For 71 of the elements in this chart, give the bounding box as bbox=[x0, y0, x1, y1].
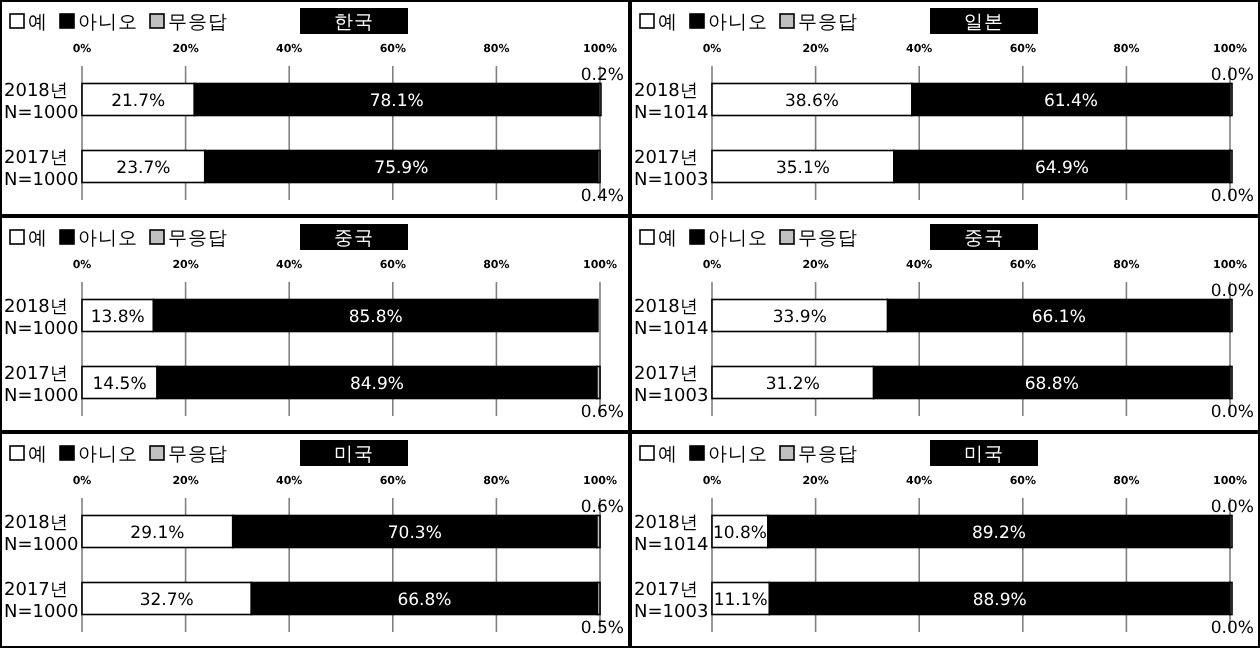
y-tick-label: 2018년 N=1000 bbox=[4, 513, 79, 556]
legend-label: 무응답 bbox=[798, 12, 858, 34]
data-label: 11.1% bbox=[713, 590, 768, 611]
data-label: 23.7% bbox=[116, 158, 171, 179]
data-label: 32.7% bbox=[139, 590, 194, 611]
data-label: 64.9% bbox=[1034, 158, 1089, 179]
y-tick-label: 2018년 N=1014 bbox=[634, 297, 709, 340]
data-label: 33.9% bbox=[772, 307, 827, 328]
legend-label: 예 bbox=[658, 444, 678, 466]
legend-label: 아니오 bbox=[708, 228, 768, 250]
y-tick-label: 2018년 N=1014 bbox=[634, 513, 709, 556]
legend-label: 무응답 bbox=[168, 444, 228, 466]
chart-title: 미국 bbox=[964, 444, 1004, 466]
data-label: 0.6% bbox=[580, 497, 624, 518]
data-label: 0.0% bbox=[1210, 618, 1254, 639]
data-label: 29.1% bbox=[130, 523, 185, 544]
data-label: 13.8% bbox=[90, 307, 145, 328]
y-tick-label: 2018년 N=1000 bbox=[4, 81, 79, 124]
data-label: 89.2% bbox=[971, 523, 1026, 544]
y-tick-label: 2017년 N=1003 bbox=[634, 364, 709, 407]
legend-label: 예 bbox=[658, 12, 678, 34]
data-label: 0.0% bbox=[1210, 281, 1254, 302]
chart-title: 미국 bbox=[334, 444, 374, 466]
chart-title: 한국 bbox=[334, 12, 374, 34]
data-label: 35.1% bbox=[775, 158, 830, 179]
y-tick-label: 2017년 N=1003 bbox=[634, 580, 709, 623]
legend-label: 예 bbox=[28, 12, 48, 34]
legend-label: 예 bbox=[28, 228, 48, 250]
legend-label: 예 bbox=[658, 228, 678, 250]
legend-label: 아니오 bbox=[78, 444, 138, 466]
y-tick-label: 2017년 N=1003 bbox=[634, 148, 709, 191]
data-label: 88.9% bbox=[972, 590, 1027, 611]
data-label: 0.0% bbox=[1210, 497, 1254, 518]
legend-label: 예 bbox=[28, 444, 48, 466]
chart-title: 중국 bbox=[334, 228, 374, 250]
legend-label: 아니오 bbox=[78, 12, 138, 34]
legend-label: 아니오 bbox=[708, 12, 768, 34]
data-label: 0.5% bbox=[580, 618, 624, 639]
data-label: 0.2% bbox=[580, 65, 624, 86]
chart-title: 일본 bbox=[964, 12, 1004, 34]
y-tick-label: 2017년 N=1000 bbox=[4, 148, 79, 191]
y-tick-label: 2017년 N=1000 bbox=[4, 580, 79, 623]
data-label: 0.0% bbox=[1210, 65, 1254, 86]
y-tick-label: 2018년 N=1000 bbox=[4, 297, 79, 340]
data-label: 84.9% bbox=[349, 374, 405, 395]
legend-label: 무응답 bbox=[798, 444, 858, 466]
data-label: 31.2% bbox=[765, 374, 820, 395]
data-label: 0.4% bbox=[580, 186, 624, 207]
chart-title: 중국 bbox=[964, 228, 1004, 250]
y-tick-label: 2018년 N=1014 bbox=[634, 81, 709, 124]
data-label: 75.9% bbox=[374, 158, 429, 179]
data-label: 66.1% bbox=[1031, 307, 1086, 328]
data-label: 0.0% bbox=[1210, 186, 1254, 207]
legend-label: 아니오 bbox=[708, 444, 768, 466]
legend-label: 무응답 bbox=[168, 228, 228, 250]
legend-label: 무응답 bbox=[168, 12, 228, 34]
y-tick-label: 2017년 N=1000 bbox=[4, 364, 79, 407]
data-label: 66.8% bbox=[397, 590, 452, 611]
data-label: 0.0% bbox=[1210, 402, 1254, 423]
data-label: 61.4% bbox=[1043, 91, 1098, 112]
data-label: 78.1% bbox=[369, 91, 424, 112]
data-label: 38.6% bbox=[784, 91, 839, 112]
data-label: 70.3% bbox=[387, 523, 442, 544]
data-label: 21.7% bbox=[111, 91, 166, 112]
data-label: 10.8% bbox=[712, 523, 767, 544]
legend-label: 아니오 bbox=[78, 228, 138, 250]
data-label: 85.8% bbox=[348, 307, 403, 328]
data-label: 68.8% bbox=[1024, 374, 1079, 395]
legend-label: 무응답 bbox=[798, 228, 858, 250]
data-label: 0.6% bbox=[580, 402, 624, 423]
data-label: 14.5% bbox=[92, 374, 147, 395]
